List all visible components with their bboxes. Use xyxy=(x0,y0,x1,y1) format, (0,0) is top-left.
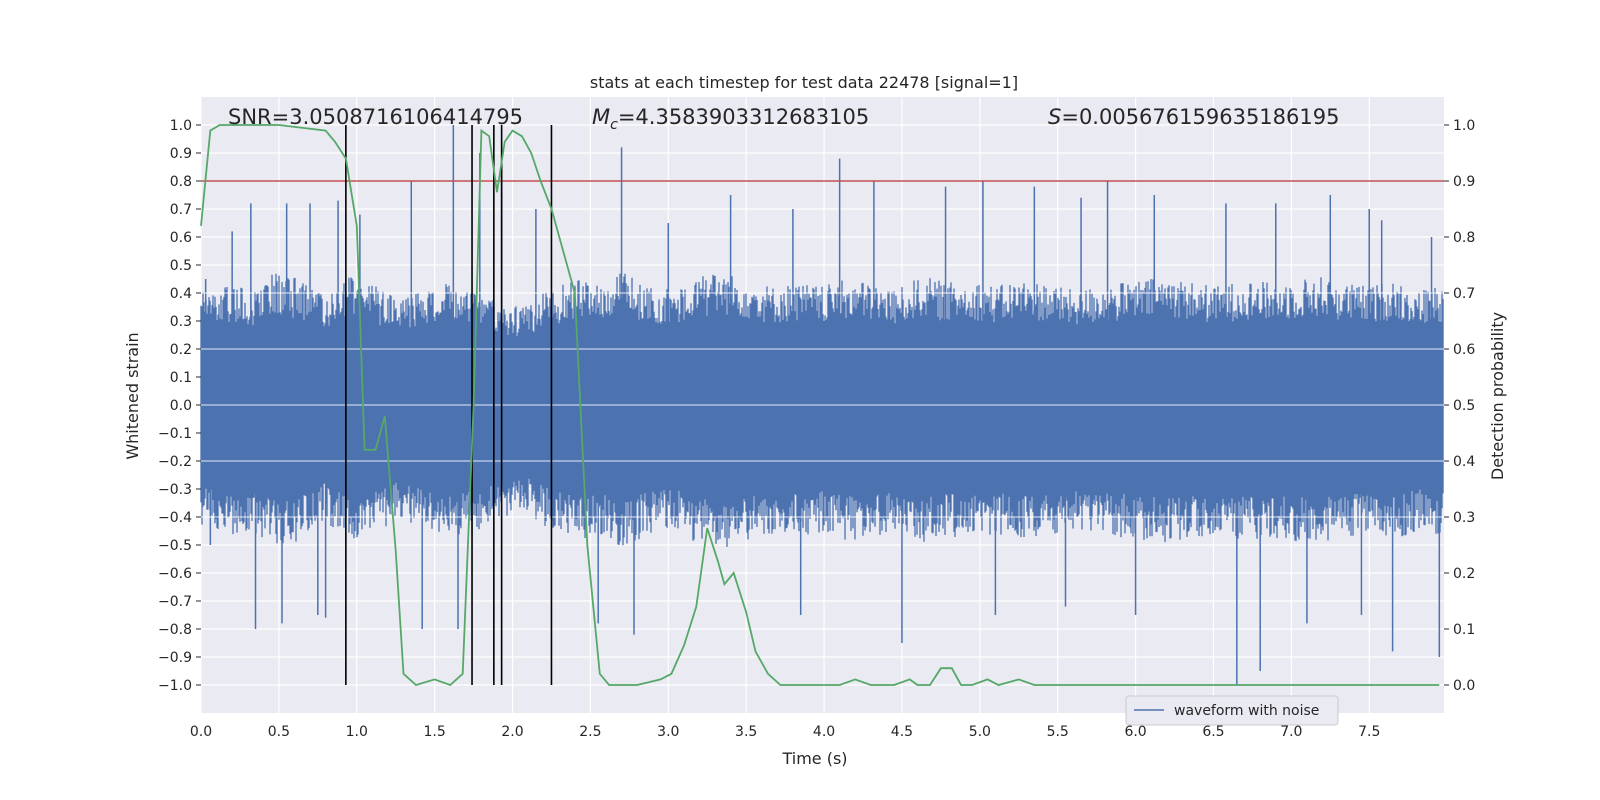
x-tick-label: 6.0 xyxy=(1124,724,1146,740)
y-tick-label: −0.6 xyxy=(158,566,192,582)
legend: waveform with noise xyxy=(1125,695,1339,726)
y-tick-label: −0.3 xyxy=(158,482,192,498)
y-tick-label: −0.2 xyxy=(158,454,192,470)
y2-tick-label: 0.4 xyxy=(1453,454,1475,470)
s-annotation: S=0.005676159635186195 xyxy=(1048,105,1339,129)
x-tick-label: 4.0 xyxy=(813,724,835,740)
y-axis-label: Whitened strain xyxy=(123,332,142,459)
y-tick-label: 1.0 xyxy=(170,118,192,134)
y-tick-label: −0.1 xyxy=(158,426,192,442)
y2-tick-label: 1.0 xyxy=(1453,118,1475,134)
y-tick-label: 0.2 xyxy=(170,342,192,358)
y-tick-label: 0.4 xyxy=(170,286,192,302)
y-axis-right: 1.0 0.9 0.8 0.7 0.6 0.5 0.4 0.3 0.2 0.1 0.0 xyxy=(1444,118,1475,694)
snr-prefix: SNR xyxy=(228,105,272,129)
mc-subscript: c xyxy=(610,117,618,133)
y2-tick-label: 0.0 xyxy=(1453,678,1475,694)
y2-tick-label: 0.1 xyxy=(1453,622,1475,638)
x-tick-label: 1.0 xyxy=(346,724,368,740)
probability-series xyxy=(200,124,1440,687)
s-value: =0.005676159635186195 xyxy=(1061,105,1339,129)
mc-annotation: Mc=4.3583903312683105 xyxy=(592,105,869,133)
x-tick-label: 2.5 xyxy=(579,724,601,740)
y2-axis-label: Detection probability xyxy=(1488,312,1507,480)
chart-title: stats at each timestep for test data 224… xyxy=(590,73,1018,92)
y2-tick-label: 0.3 xyxy=(1453,510,1475,526)
y-tick-label: 0.7 xyxy=(170,202,192,218)
y2-tick-label: 0.5 xyxy=(1453,398,1475,414)
y-tick-label: −0.8 xyxy=(158,622,192,638)
x-tick-label: 0.5 xyxy=(268,724,290,740)
y-tick-label: 0.9 xyxy=(170,146,192,162)
s-prefix: S xyxy=(1048,105,1061,129)
legend-label: waveform with noise xyxy=(1174,703,1319,719)
snr-value: =3.0508716106414795 xyxy=(272,105,523,129)
y2-tick-label: 0.8 xyxy=(1453,230,1475,246)
x-tick-label: 7.0 xyxy=(1280,724,1302,740)
y-tick-label: 0.6 xyxy=(170,230,192,246)
x-axis: 0.0 0.5 1.0 1.5 2.0 2.5 3.0 3.5 4.0 4.5 5.0 5.5 6.0 6… xyxy=(190,724,1380,740)
y-tick-label: 0.1 xyxy=(170,370,192,386)
y-tick-label: 0.5 xyxy=(170,258,192,274)
y-tick-label: 0.0 xyxy=(170,398,192,414)
y-tick-label: −0.4 xyxy=(158,510,192,526)
y2-tick-label: 0.9 xyxy=(1453,174,1475,190)
mc-value: =4.3583903312683105 xyxy=(618,105,869,129)
y2-tick-label: 0.2 xyxy=(1453,566,1475,582)
y-axis-left: 1.0 0.9 0.8 0.7 0.6 0.5 0.4 0.3 0.2 0.1 0.0 −0.1 −0.… xyxy=(158,118,201,694)
y-tick-label: 0.8 xyxy=(170,174,192,190)
x-tick-label: 0.0 xyxy=(190,724,212,740)
x-tick-label: 1.5 xyxy=(424,724,446,740)
legend-box xyxy=(1125,695,1339,726)
x-tick-label: 5.5 xyxy=(1047,724,1069,740)
snr-annotation: SNR=3.0508716106414795 xyxy=(228,105,523,129)
y-tick-label: −0.5 xyxy=(158,538,192,554)
y2-tick-label: 0.6 xyxy=(1453,342,1475,358)
y-tick-label: 0.3 xyxy=(170,314,192,330)
y2-tick-label: 0.7 xyxy=(1453,286,1475,302)
y-tick-label: −0.9 xyxy=(158,650,192,666)
x-tick-label: 2.0 xyxy=(501,724,523,740)
x-tick-label: 3.5 xyxy=(735,724,757,740)
x-tick-label: 3.0 xyxy=(657,724,679,740)
x-tick-label: 7.5 xyxy=(1358,724,1380,740)
x-tick-label: 4.5 xyxy=(891,724,913,740)
y-tick-label: −1.0 xyxy=(158,678,192,694)
probability-line xyxy=(200,124,1440,687)
x-tick-label: 6.5 xyxy=(1202,724,1224,740)
waveform-series xyxy=(200,125,1444,685)
x-axis-label: Time (s) xyxy=(781,749,847,768)
y-tick-label: −0.7 xyxy=(158,594,192,610)
mc-prefix: M xyxy=(592,105,610,129)
x-tick-label: 5.0 xyxy=(969,724,991,740)
